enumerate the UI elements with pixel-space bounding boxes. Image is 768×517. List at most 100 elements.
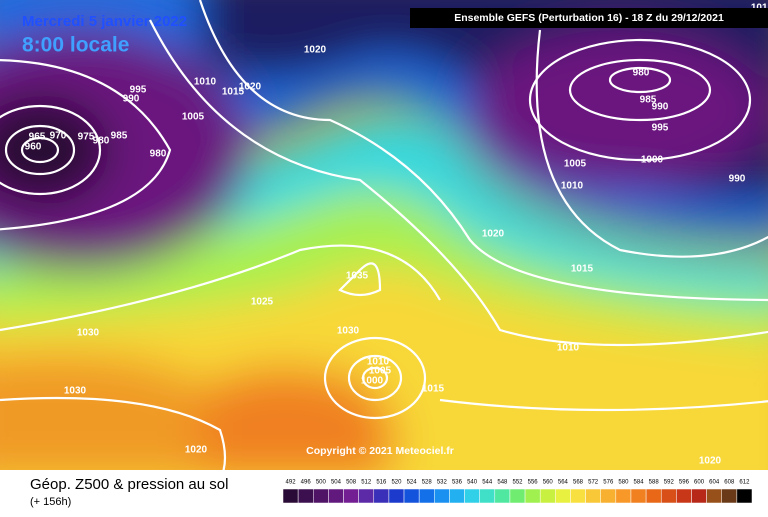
colorbar-label: 552 xyxy=(512,480,523,486)
isobar-label: 1010 xyxy=(367,357,390,368)
colorbar-label: 584 xyxy=(634,480,645,486)
isobar-label: 1035 xyxy=(346,271,369,282)
isobar-label: 990 xyxy=(729,174,746,185)
colorbar-label: 536 xyxy=(452,480,463,486)
colorbar-label: 596 xyxy=(679,480,690,486)
colorbar-label: 600 xyxy=(694,480,705,486)
date: Mercredi 5 janvier 2022 xyxy=(22,13,187,30)
colorbar-label: 512 xyxy=(361,480,372,486)
run-box xyxy=(410,8,768,28)
colorbar-label: 580 xyxy=(618,480,629,486)
colorbar-label: 504 xyxy=(331,480,342,486)
isobar-label: 1020 xyxy=(239,82,262,93)
colorbar-swatch xyxy=(418,488,435,504)
isobar-label: 980 xyxy=(633,68,650,79)
colorbar-label: 508 xyxy=(346,480,357,486)
isobar-label: 990 xyxy=(123,94,140,105)
colorbar: 492 496 500 504 508 512 516 520 524 528 532 536 540 5… xyxy=(282,480,753,504)
isobar-label: 1020 xyxy=(482,229,505,240)
colorbar-label: 516 xyxy=(376,480,387,486)
isobars xyxy=(0,0,768,470)
colorbar-swatch xyxy=(479,488,496,504)
isobar-label: 1010 xyxy=(561,181,584,192)
colorbar-swatch xyxy=(388,488,405,504)
colorbar-label: 520 xyxy=(391,480,402,486)
isobar-label: 1005 xyxy=(369,366,392,377)
colorbar-label: 548 xyxy=(497,480,508,486)
isobar-label: 1000 xyxy=(641,155,664,166)
isobar-label: 1000 xyxy=(361,376,384,387)
isobar-label: 1015 xyxy=(571,264,594,275)
isobar-label: 980 xyxy=(150,149,167,160)
isobar-label: 1020 xyxy=(304,45,327,56)
isobar-label: 1020 xyxy=(185,445,208,456)
colorbar-label: 572 xyxy=(588,480,599,486)
colorbar-swatch xyxy=(736,488,753,504)
colorbar-label: 576 xyxy=(603,480,614,486)
colorbar-label: 556 xyxy=(528,480,539,486)
isobar-label: 1025 xyxy=(251,297,274,308)
isobar-label: 995 xyxy=(130,85,147,96)
isobar-label: 990 xyxy=(652,102,669,113)
isobar-label: 1020 xyxy=(699,456,722,467)
colorbar-label: 500 xyxy=(316,480,327,486)
isobar-labels: 1020101510101015102099599010059859809759… xyxy=(25,3,768,467)
colorbar-swatch xyxy=(706,488,722,504)
colorbar-swatch xyxy=(630,488,647,504)
colorbar-swatch xyxy=(464,488,480,504)
colorbar-swatch xyxy=(600,488,617,504)
isobar-label: 960 xyxy=(25,142,42,153)
colorbar-label: 612 xyxy=(739,480,750,486)
colorbar-label: 540 xyxy=(467,480,478,486)
colorbar-swatch xyxy=(494,488,511,504)
footer-title: Géop. Z500 & pression au sol xyxy=(30,476,228,493)
colorbar-swatch xyxy=(585,488,601,504)
copyright: Copyright © 2021 Meteociel.fr xyxy=(306,445,454,457)
colorbar-swatch xyxy=(358,488,375,504)
colorbar-label: 528 xyxy=(422,480,433,486)
colorbar-swatch xyxy=(539,488,556,504)
colorbar-swatch xyxy=(328,488,344,504)
colorbar-swatch xyxy=(509,488,526,504)
colorbar-swatch xyxy=(297,488,314,504)
colorbar-swatch xyxy=(691,488,707,504)
isobar-label: 970 xyxy=(50,131,67,142)
colorbar-label: 496 xyxy=(301,480,312,486)
time: 8:00 locale xyxy=(22,34,129,57)
colorbar-label: 604 xyxy=(709,480,720,486)
isobar-label: 1015 xyxy=(222,87,245,98)
colorbar-label: 588 xyxy=(649,480,660,486)
colorbar-swatch xyxy=(555,488,571,504)
colorbar-swatch xyxy=(721,488,738,504)
isobar-label: 965 xyxy=(29,132,46,143)
colorbar-swatch xyxy=(524,488,541,504)
isobar-label: 1010 xyxy=(557,343,580,354)
colorbar-label: 564 xyxy=(558,480,569,486)
isobar-label: 985 xyxy=(640,95,657,106)
colorbar-swatch xyxy=(570,488,586,504)
isobar-label: 980 xyxy=(93,136,110,147)
isobar-label: 1005 xyxy=(564,159,587,170)
isobar-label: 1030 xyxy=(64,386,87,397)
colorbar-label: 544 xyxy=(482,480,493,486)
isobar-label: 1010 xyxy=(194,77,217,88)
colorbar-swatch xyxy=(660,488,677,504)
colorbar-label: 560 xyxy=(543,480,554,486)
isobar-label: 1005 xyxy=(182,112,205,123)
colorbar-label: 532 xyxy=(437,480,448,486)
colorbar-swatch xyxy=(449,488,465,504)
colorbar-swatch xyxy=(403,488,420,504)
colorbar-swatch xyxy=(645,488,662,504)
footer-lead: (+ 156h) xyxy=(30,496,71,508)
colorbar-label: 492 xyxy=(286,480,297,486)
colorbar-label: 524 xyxy=(407,480,418,486)
isobar-label: 995 xyxy=(652,123,669,134)
colorbar-swatch xyxy=(434,488,450,504)
colorbar-swatch xyxy=(373,488,390,504)
colorbar-swatch xyxy=(282,488,299,504)
isobar-label: 1030 xyxy=(337,326,360,337)
colorbar-swatch xyxy=(676,488,692,504)
colorbar-swatch xyxy=(343,488,359,504)
